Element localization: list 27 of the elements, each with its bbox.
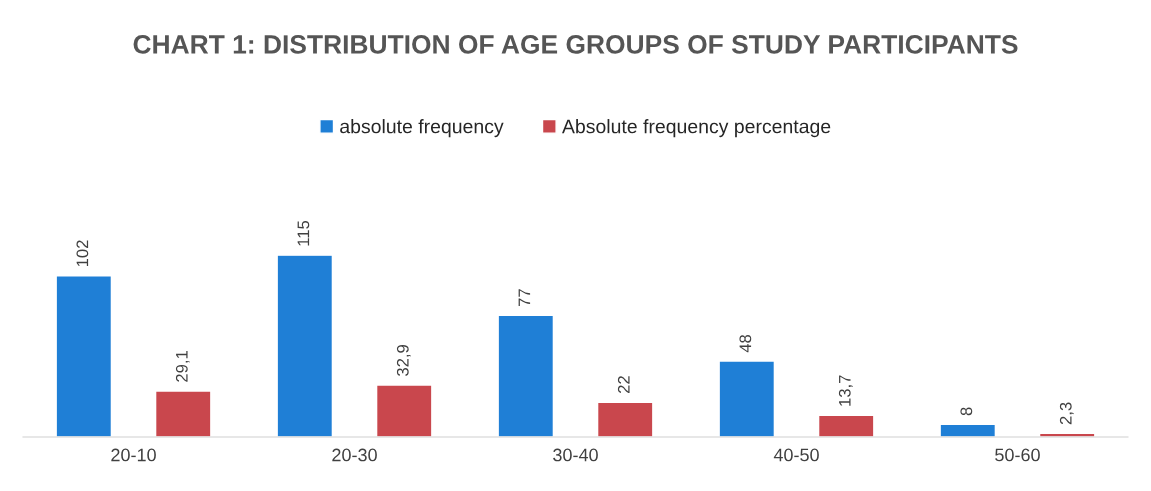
bar <box>154 390 212 437</box>
bar <box>276 254 334 437</box>
bar <box>817 414 875 437</box>
data-label: 77 <box>518 289 531 307</box>
x-tick-label: 20-30 <box>332 448 377 462</box>
x-tick-label: 20-10 <box>111 448 156 462</box>
data-label: 102 <box>76 240 89 267</box>
data-label: 2,3 <box>1059 402 1074 425</box>
x-tick-label: 30-40 <box>553 448 598 462</box>
data-label: 8 <box>960 407 973 416</box>
bar <box>596 401 654 437</box>
data-label: 48 <box>739 334 752 353</box>
data-label: 115 <box>297 220 310 246</box>
data-label: 32,9 <box>396 344 411 376</box>
bar <box>497 314 555 437</box>
bar <box>718 360 776 437</box>
legend-label: Absolute frequency percentage <box>562 119 831 138</box>
x-tick-label: 40-50 <box>773 448 819 462</box>
x-tick-label: 50-60 <box>995 448 1040 462</box>
data-label: 29,1 <box>175 351 190 382</box>
bar <box>55 275 113 437</box>
data-label: 13,7 <box>838 375 853 406</box>
data-label: 22 <box>617 376 630 394</box>
legend-label: absolute frequency <box>340 119 504 138</box>
bar <box>939 423 997 437</box>
bar <box>375 384 433 437</box>
chart-title: CHART 1: DISTRIBUTION OF AGE GROUPS OF STUDY PARTICIPANTS <box>133 35 1018 54</box>
